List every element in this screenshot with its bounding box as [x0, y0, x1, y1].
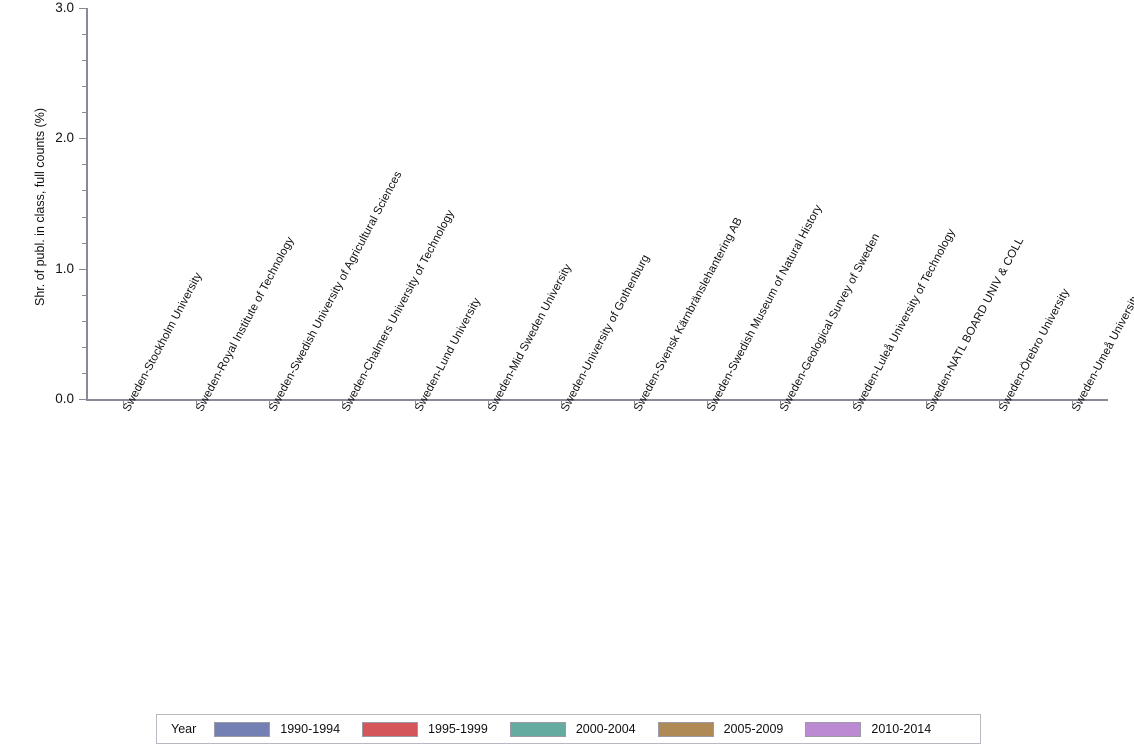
- x-tick-label: Sweden-Lund University: [412, 295, 483, 414]
- y-tick-major: [79, 138, 86, 139]
- legend-swatch: [657, 721, 714, 737]
- x-tick-mark: [926, 400, 927, 405]
- x-axis-line: [86, 399, 1108, 401]
- legend-label: 2005-2009: [723, 722, 784, 736]
- y-tick-label: 2.0: [55, 130, 74, 146]
- legend-title: Year: [171, 722, 197, 736]
- legend-swatch: [509, 721, 566, 737]
- x-tick-mark: [342, 400, 343, 405]
- y-tick-minor: [82, 295, 86, 296]
- y-tick-minor: [82, 373, 86, 374]
- x-tick-mark: [707, 400, 708, 405]
- y-tick-label: 1.0: [55, 260, 74, 276]
- legend-entry[interactable]: 2000-2004: [509, 721, 636, 737]
- x-tick-mark: [634, 400, 635, 405]
- legend-entry[interactable]: 1990-1994: [214, 721, 341, 737]
- y-tick-minor: [82, 347, 86, 348]
- x-tick-label: Sweden-Swedish University of Agricultura…: [266, 169, 404, 414]
- x-tick-label: Sweden-Mid Sweden University: [485, 262, 574, 414]
- x-tick-mark: [853, 400, 854, 405]
- y-tick-minor: [82, 34, 86, 35]
- y-axis-label: Shr. of publ. in class, full counts (%): [33, 108, 47, 307]
- y-axis-line: [86, 8, 88, 400]
- y-tick-label: 0.0: [55, 391, 74, 406]
- x-tick-mark: [488, 400, 489, 405]
- y-tick-major: [79, 269, 86, 270]
- legend-swatch: [214, 721, 271, 737]
- x-tick-label: Sweden-University of Gothenburg: [558, 252, 652, 414]
- y-tick-minor: [82, 60, 86, 61]
- x-tick-mark: [196, 400, 197, 405]
- x-tick-mark: [123, 400, 124, 405]
- y-tick-minor: [82, 243, 86, 244]
- x-tick-mark: [999, 400, 1000, 405]
- legend-label: 1990-1994: [280, 722, 341, 736]
- legend-label: 2000-2004: [575, 722, 636, 736]
- x-tick-label: Sweden-Örebro University: [996, 286, 1072, 414]
- legend-label: 1995-1999: [428, 722, 488, 736]
- y-tick-major: [79, 8, 86, 9]
- legend-entry[interactable]: 2005-2009: [657, 721, 784, 737]
- y-tick-minor: [82, 164, 86, 165]
- legend-swatch: [805, 721, 862, 737]
- y-tick-minor: [82, 321, 86, 322]
- x-tick-label: Sweden-Swedish Museum of Natural History: [704, 202, 825, 414]
- x-tick-label: Sweden-Stockholm University: [120, 270, 205, 414]
- legend: Year 1990-1994 1995-1999 2000-2004 2005-200…: [156, 714, 981, 744]
- legend-entry[interactable]: 2010-2014: [805, 721, 932, 737]
- y-tick-minor: [82, 190, 86, 191]
- legend-entry[interactable]: 1995-1999: [362, 721, 488, 737]
- y-tick-label: 3.0: [55, 0, 74, 15]
- x-tick-mark: [1072, 400, 1073, 405]
- x-tick-mark: [415, 400, 416, 405]
- x-tick-mark: [561, 400, 562, 405]
- x-tick-mark: [269, 400, 270, 405]
- legend-label: 2010-2014: [871, 722, 932, 736]
- y-tick-minor: [82, 112, 86, 113]
- legend-entries: 1990-1994 1995-1999 2000-2004 2005-2009 2010…: [214, 721, 953, 737]
- y-tick-minor: [82, 86, 86, 87]
- x-tick-mark: [780, 400, 781, 405]
- y-tick-major: [79, 399, 86, 400]
- y-tick-minor: [82, 217, 86, 218]
- x-tick-label: Sweden-Umeå University: [1069, 291, 1134, 414]
- legend-swatch: [362, 721, 419, 737]
